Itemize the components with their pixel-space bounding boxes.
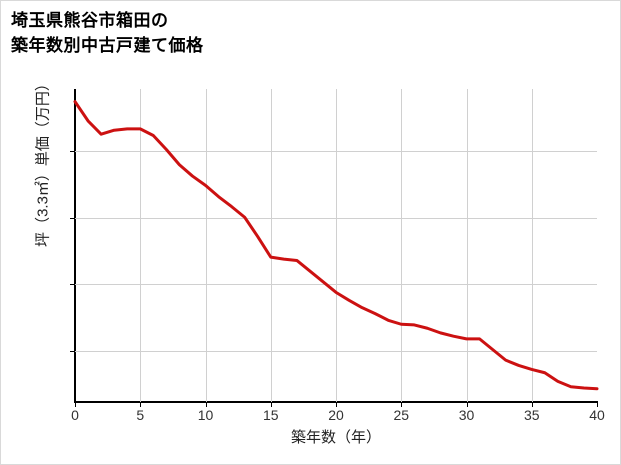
gridline-vertical <box>531 89 533 402</box>
x-tick-mark <box>270 402 272 407</box>
x-tick-mark <box>401 402 403 407</box>
gridline-vertical <box>205 89 207 402</box>
x-tick-label: 35 <box>523 407 540 423</box>
gridline-vertical <box>270 89 272 402</box>
x-tick-mark <box>140 402 142 407</box>
x-tick-label: 0 <box>71 407 79 423</box>
x-tick-label: 10 <box>197 407 214 423</box>
gridline-vertical <box>466 89 468 402</box>
y-tick-mark <box>70 151 75 153</box>
gridline-vertical <box>401 89 403 402</box>
y-tick-mark <box>70 284 75 286</box>
x-tick-mark <box>75 402 76 407</box>
y-tick-mark <box>70 217 75 219</box>
x-tick-mark <box>531 402 533 407</box>
x-tick-label: 5 <box>136 407 145 423</box>
x-axis-title: 築年数（年） <box>290 429 381 446</box>
y-axis-spine <box>74 89 76 402</box>
x-tick-label: 25 <box>393 407 410 423</box>
x-tick-mark <box>466 402 468 407</box>
x-tick-label: 15 <box>262 407 279 423</box>
x-tick-mark <box>597 402 598 407</box>
x-tick-label: 30 <box>458 407 475 423</box>
x-tick-mark <box>205 402 207 407</box>
x-tick-label: 20 <box>328 407 344 423</box>
y-tick-mark <box>70 350 75 352</box>
data-series-line <box>73 100 599 391</box>
x-tick-mark <box>336 402 337 407</box>
page-title: 埼玉県熊谷市箱田の 築年数別中古戸建て価格 <box>11 11 204 55</box>
gridline-vertical <box>140 89 142 402</box>
gridline-vertical <box>336 89 337 402</box>
y-axis-title: 坪（3.3㎡）単価（万円） <box>34 76 52 247</box>
x-tick-label: 40 <box>589 407 605 423</box>
